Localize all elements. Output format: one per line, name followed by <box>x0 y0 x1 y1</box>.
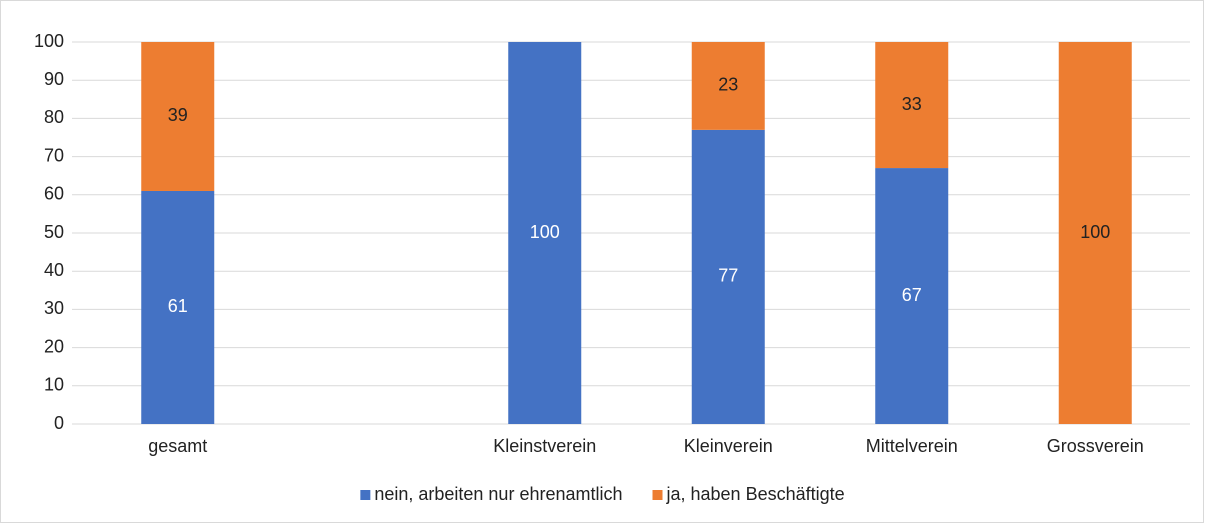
y-tick-label: 60 <box>44 184 64 204</box>
y-tick-label: 30 <box>44 298 64 318</box>
legend-label: ja, haben Beschäftigte <box>666 484 845 504</box>
y-tick-label: 80 <box>44 107 64 127</box>
data-label: 61 <box>168 296 188 316</box>
y-tick-label: 20 <box>44 336 64 356</box>
x-tick-label: Grossverein <box>1047 436 1144 456</box>
data-label: 77 <box>718 266 738 286</box>
bar-segment <box>691 129 765 425</box>
data-label: 100 <box>1080 222 1110 242</box>
legend-label: nein, arbeiten nur ehrenamtlich <box>374 484 622 504</box>
bar-segment <box>508 42 582 424</box>
bar-segment <box>691 42 765 130</box>
bar-segment <box>875 42 949 169</box>
y-tick-label: 40 <box>44 260 64 280</box>
y-tick-label: 0 <box>54 413 64 433</box>
x-tick-label: Kleinverein <box>684 436 773 456</box>
y-tick-label: 10 <box>44 375 64 395</box>
y-tick-label: 50 <box>44 222 64 242</box>
data-label: 39 <box>168 105 188 125</box>
x-tick-label: Mittelverein <box>866 436 958 456</box>
legend-swatch <box>652 490 663 500</box>
bar-segment <box>141 42 215 191</box>
bar-segment <box>141 190 215 424</box>
data-label: 33 <box>902 94 922 114</box>
x-tick-label: gesamt <box>148 436 207 456</box>
y-tick-label: 100 <box>34 31 64 51</box>
legend-swatch <box>360 490 371 500</box>
y-tick-label: 90 <box>44 69 64 89</box>
data-label: 23 <box>718 75 738 95</box>
bar-segment <box>1058 42 1132 424</box>
data-label: 100 <box>530 222 560 242</box>
y-tick-label: 70 <box>44 145 64 165</box>
x-tick-label: Kleinstverein <box>493 436 596 456</box>
data-label: 67 <box>902 285 922 305</box>
bar-segment <box>875 168 949 424</box>
